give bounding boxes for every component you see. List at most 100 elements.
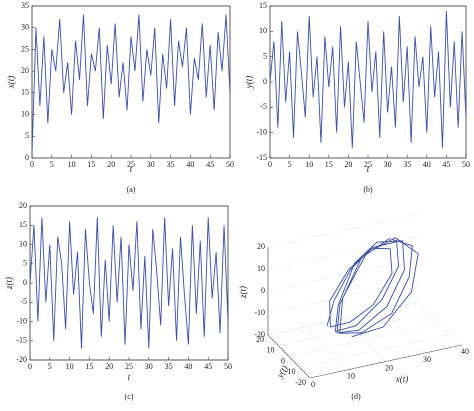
y-tick-label: -15 [256,153,267,162]
x-tick-label: 10 [68,160,76,169]
x-tick-label: 0 [28,362,32,371]
y-tick-label: 0 [25,153,29,162]
y-grid [288,323,442,357]
y-tick-label: 5 [25,131,29,140]
x-tick-label: 30 [147,160,155,169]
x-tick-label: 20 [385,363,393,372]
x-axis-label: x(t) [395,374,409,384]
y-tick-label: 15 [259,1,267,10]
y-axis-label: z(t) [4,277,14,290]
y-tick-label: 10 [21,109,29,118]
caption: (a) [127,185,136,194]
y-tick-label: 5 [263,51,267,60]
x-axis-label: t [367,164,370,174]
y-tick-label: 10 [19,239,27,248]
y-tick-label: -5 [20,297,27,306]
y-tick-label: 15 [21,88,29,97]
x-axis-label: t [130,164,133,174]
y-axis-label: x(t) [6,76,16,90]
y-tick-label: -10 [256,127,267,136]
x-tick-label: 20 [107,160,115,169]
x-tick-label: 10 [305,160,313,169]
x-axis-label: t [128,372,131,382]
x-tick-label: 15 [325,160,333,169]
y-tick-label: -20 [295,378,306,387]
caption: (b) [363,185,373,194]
y-tick-label: 20 [21,66,29,75]
x-tick-label: 0 [268,160,272,169]
y-tick-label: 10 [259,26,267,35]
x-tick-label: 40 [184,362,192,371]
y-tick-label: -5 [260,102,267,111]
data-line [31,14,231,154]
x-tick-label: 40 [186,160,194,169]
data-line [29,217,229,349]
y-tick-label: 30 [21,23,29,32]
y-tick-label: 0 [263,77,267,86]
y-tick-label: 35 [21,1,29,10]
x-tick-label: 15 [85,362,93,371]
x-tick-label: 30 [145,362,153,371]
x-grid [305,326,349,370]
x-tick-label: 30 [423,355,431,364]
y-tick-label: 0 [281,356,285,365]
z-grid [267,213,421,248]
x-grid [381,310,425,354]
y-tick-label: 15 [19,220,27,229]
x-grid [419,301,463,346]
z-tick-label: -10 [254,308,265,317]
axes-box [31,5,231,159]
data-line [269,11,467,148]
x-tick-label: 45 [442,160,450,169]
x-tick-label: 25 [125,362,133,371]
x-tick-label: 40 [423,160,431,169]
y-grid [309,344,463,379]
z-tick-label: -20 [254,330,265,339]
y-tick-label: 5 [23,259,27,268]
z-tick-label: 0 [261,286,265,295]
x-grid [343,318,387,362]
x-tick-label: 45 [206,160,214,169]
caption: (d) [351,392,361,401]
x-tick-label: 5 [50,160,54,169]
y-tick-label: -15 [16,336,27,345]
y-tick-label: -10 [285,367,296,376]
z-grid [267,279,421,314]
x-tick-label: 10 [347,372,355,381]
y-grid [299,333,452,368]
x-tick-label: 45 [204,362,212,371]
x-tick-label: 50 [224,362,232,371]
y-tick-label: 0 [23,278,27,287]
z-grid [267,257,421,292]
x-tick-label: 40 [461,347,469,356]
x-tick-label: 20 [344,160,352,169]
trajectory [326,237,419,338]
y-grid [278,312,431,347]
x-tick-label: 50 [462,160,470,169]
x-tick-label: 5 [288,160,292,169]
caption: (c) [125,392,134,401]
x-tick-label: 5 [48,362,52,371]
y-tick-label: 20 [256,335,264,344]
z-tick-label: 10 [257,264,265,273]
z-axis-label: z(t) [238,286,248,299]
x-tick-label: 20 [105,362,113,371]
x-tick-label: 30 [384,160,392,169]
x-tick-label: 35 [165,362,173,371]
y-tick-label: 25 [21,44,29,53]
x-tick-label: 50 [226,160,234,169]
x-tick-label: 0 [311,380,315,389]
x-tick-label: 15 [87,160,95,169]
x-tick-label: 35 [403,160,411,169]
y-tick-label: 10 [267,346,275,355]
y-tick-label: -20 [16,355,27,364]
y-axis-label: y(t) [244,76,254,90]
y-tick-label: 20 [19,201,27,210]
x-tick-label: 0 [30,160,34,169]
x-tick-label: 35 [167,160,175,169]
y-tick-label: -10 [16,316,27,325]
x-tick-label: 25 [127,160,135,169]
x-tick-label: 25 [364,160,372,169]
z-tick-label: 20 [257,242,265,251]
